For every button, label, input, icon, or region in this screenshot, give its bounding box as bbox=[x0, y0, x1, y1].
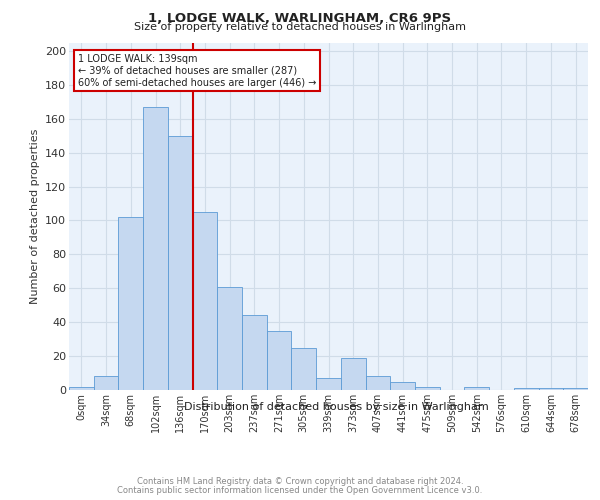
Bar bbox=[514, 388, 539, 390]
Bar bbox=[118, 217, 143, 390]
Bar bbox=[168, 136, 193, 390]
Bar bbox=[365, 376, 390, 390]
Bar bbox=[464, 386, 489, 390]
Bar bbox=[69, 386, 94, 390]
Bar bbox=[143, 107, 168, 390]
Bar bbox=[539, 388, 563, 390]
Text: 1 LODGE WALK: 139sqm
← 39% of detached houses are smaller (287)
60% of semi-deta: 1 LODGE WALK: 139sqm ← 39% of detached h… bbox=[77, 54, 316, 88]
Bar bbox=[242, 316, 267, 390]
Bar bbox=[341, 358, 365, 390]
Y-axis label: Number of detached properties: Number of detached properties bbox=[29, 128, 40, 304]
Bar bbox=[563, 388, 588, 390]
Text: Size of property relative to detached houses in Warlingham: Size of property relative to detached ho… bbox=[134, 22, 466, 32]
Bar bbox=[316, 378, 341, 390]
Text: Contains HM Land Registry data © Crown copyright and database right 2024.: Contains HM Land Registry data © Crown c… bbox=[137, 477, 463, 486]
Bar bbox=[94, 376, 118, 390]
Text: Contains public sector information licensed under the Open Government Licence v3: Contains public sector information licen… bbox=[118, 486, 482, 495]
Bar bbox=[390, 382, 415, 390]
Text: 1, LODGE WALK, WARLINGHAM, CR6 9PS: 1, LODGE WALK, WARLINGHAM, CR6 9PS bbox=[148, 12, 452, 26]
Bar bbox=[415, 386, 440, 390]
Bar bbox=[193, 212, 217, 390]
Text: Distribution of detached houses by size in Warlingham: Distribution of detached houses by size … bbox=[184, 402, 488, 412]
Bar bbox=[217, 286, 242, 390]
Bar bbox=[292, 348, 316, 390]
Bar bbox=[267, 330, 292, 390]
